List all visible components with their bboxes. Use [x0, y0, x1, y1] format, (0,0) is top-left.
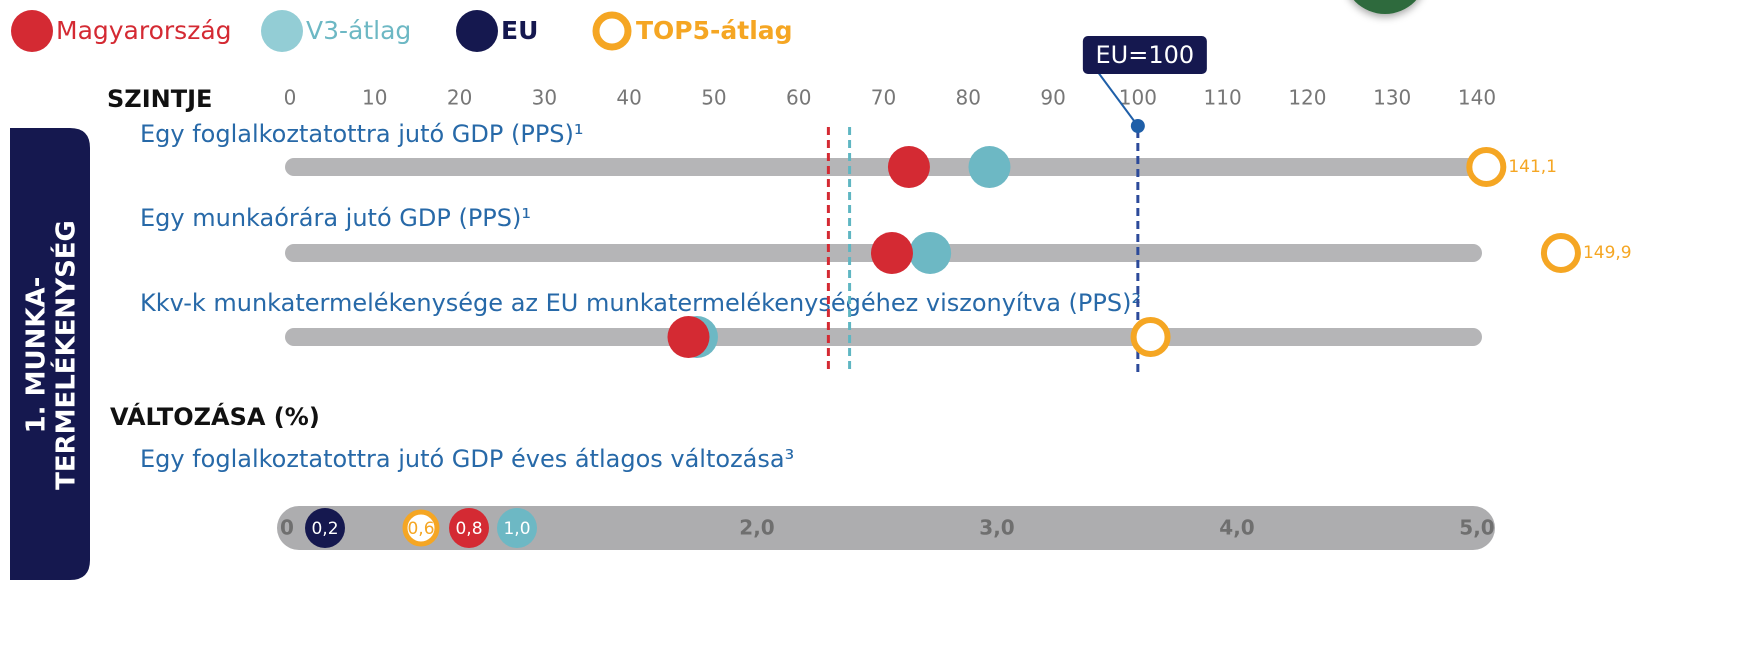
x-tick-label: 10 — [362, 86, 387, 110]
dot — [870, 232, 913, 274]
x-tick-label: 90 — [1040, 86, 1065, 110]
x-tick-label: 2,0 — [739, 516, 774, 540]
x-tick-label: 70 — [871, 86, 896, 110]
dot — [497, 508, 537, 548]
dot — [887, 146, 930, 188]
x-tick-label: 50 — [701, 86, 726, 110]
x-tick-label: 5,0 — [1459, 516, 1494, 540]
banner-line: 1. MUNKA- — [22, 277, 52, 434]
legend-label: EU — [501, 16, 538, 45]
x-tick-label: 120 — [1288, 86, 1326, 110]
dot — [909, 232, 952, 274]
legend-marker — [261, 10, 303, 52]
x-tick-label: 0 — [280, 516, 294, 540]
dot — [968, 146, 1011, 188]
value-label: 0,6 — [407, 519, 434, 539]
chart-title: VÁLTOZÁSA (%) — [110, 402, 320, 431]
track — [277, 506, 1495, 550]
legend-label: Magyarország — [56, 16, 232, 45]
dot — [1540, 233, 1581, 273]
dot — [1130, 317, 1171, 357]
row-label: Kkv-k munkatermelékenysége az EU munkate… — [140, 289, 1141, 317]
callout-box — [1082, 36, 1207, 74]
x-tick-label: 20 — [447, 86, 472, 110]
value-label: 149,9 — [1583, 243, 1632, 263]
value-label: 141,1 — [1508, 157, 1557, 177]
legend-marker — [11, 10, 53, 52]
x-tick-label: 60 — [786, 86, 811, 110]
value-label: 0,8 — [455, 519, 482, 539]
legend-marker — [592, 11, 632, 51]
callout-line — [1097, 71, 1139, 127]
decor-circle — [1353, 0, 1417, 14]
x-tick-label: 130 — [1373, 86, 1411, 110]
track — [285, 158, 1482, 176]
x-tick-label: 30 — [532, 86, 557, 110]
x-tick-label: 80 — [956, 86, 981, 110]
banner-line: TERMELÉKENYSÉG — [50, 220, 82, 490]
row-label: Egy munkaórára jutó GDP (PPS)¹ — [140, 204, 531, 232]
dot — [402, 509, 440, 547]
x-tick-label: 0 — [284, 86, 297, 110]
legend-label: V3-átlag — [306, 16, 411, 45]
x-tick-label: 100 — [1119, 86, 1157, 110]
x-tick-label: 4,0 — [1219, 516, 1254, 540]
legend-marker — [456, 10, 498, 52]
value-label: 1,0 — [503, 519, 530, 539]
x-tick-label: 140 — [1458, 86, 1496, 110]
track — [285, 328, 1482, 346]
dot — [305, 508, 345, 548]
legend-label: TOP5-átlag — [636, 16, 793, 45]
dot — [1466, 147, 1507, 187]
chart-title: SZINTJE — [107, 85, 212, 113]
row-label: Egy foglalkoztatottra jutó GDP éves átla… — [140, 445, 794, 473]
x-tick-label: 3,0 — [979, 516, 1014, 540]
row-label: Egy foglalkoztatottra jutó GDP (PPS)¹ — [140, 120, 584, 148]
dot — [667, 316, 710, 358]
reference-dot — [1130, 119, 1145, 133]
dot — [449, 508, 489, 548]
x-tick-label: 40 — [616, 86, 641, 110]
value-label: 0,2 — [311, 519, 338, 539]
banner — [10, 128, 90, 580]
callout-label: EU=100 — [1096, 41, 1195, 69]
banner-text: 1. MUNKA- TERMELÉKENYSÉG — [22, 220, 82, 490]
x-tick-label: 110 — [1204, 86, 1242, 110]
